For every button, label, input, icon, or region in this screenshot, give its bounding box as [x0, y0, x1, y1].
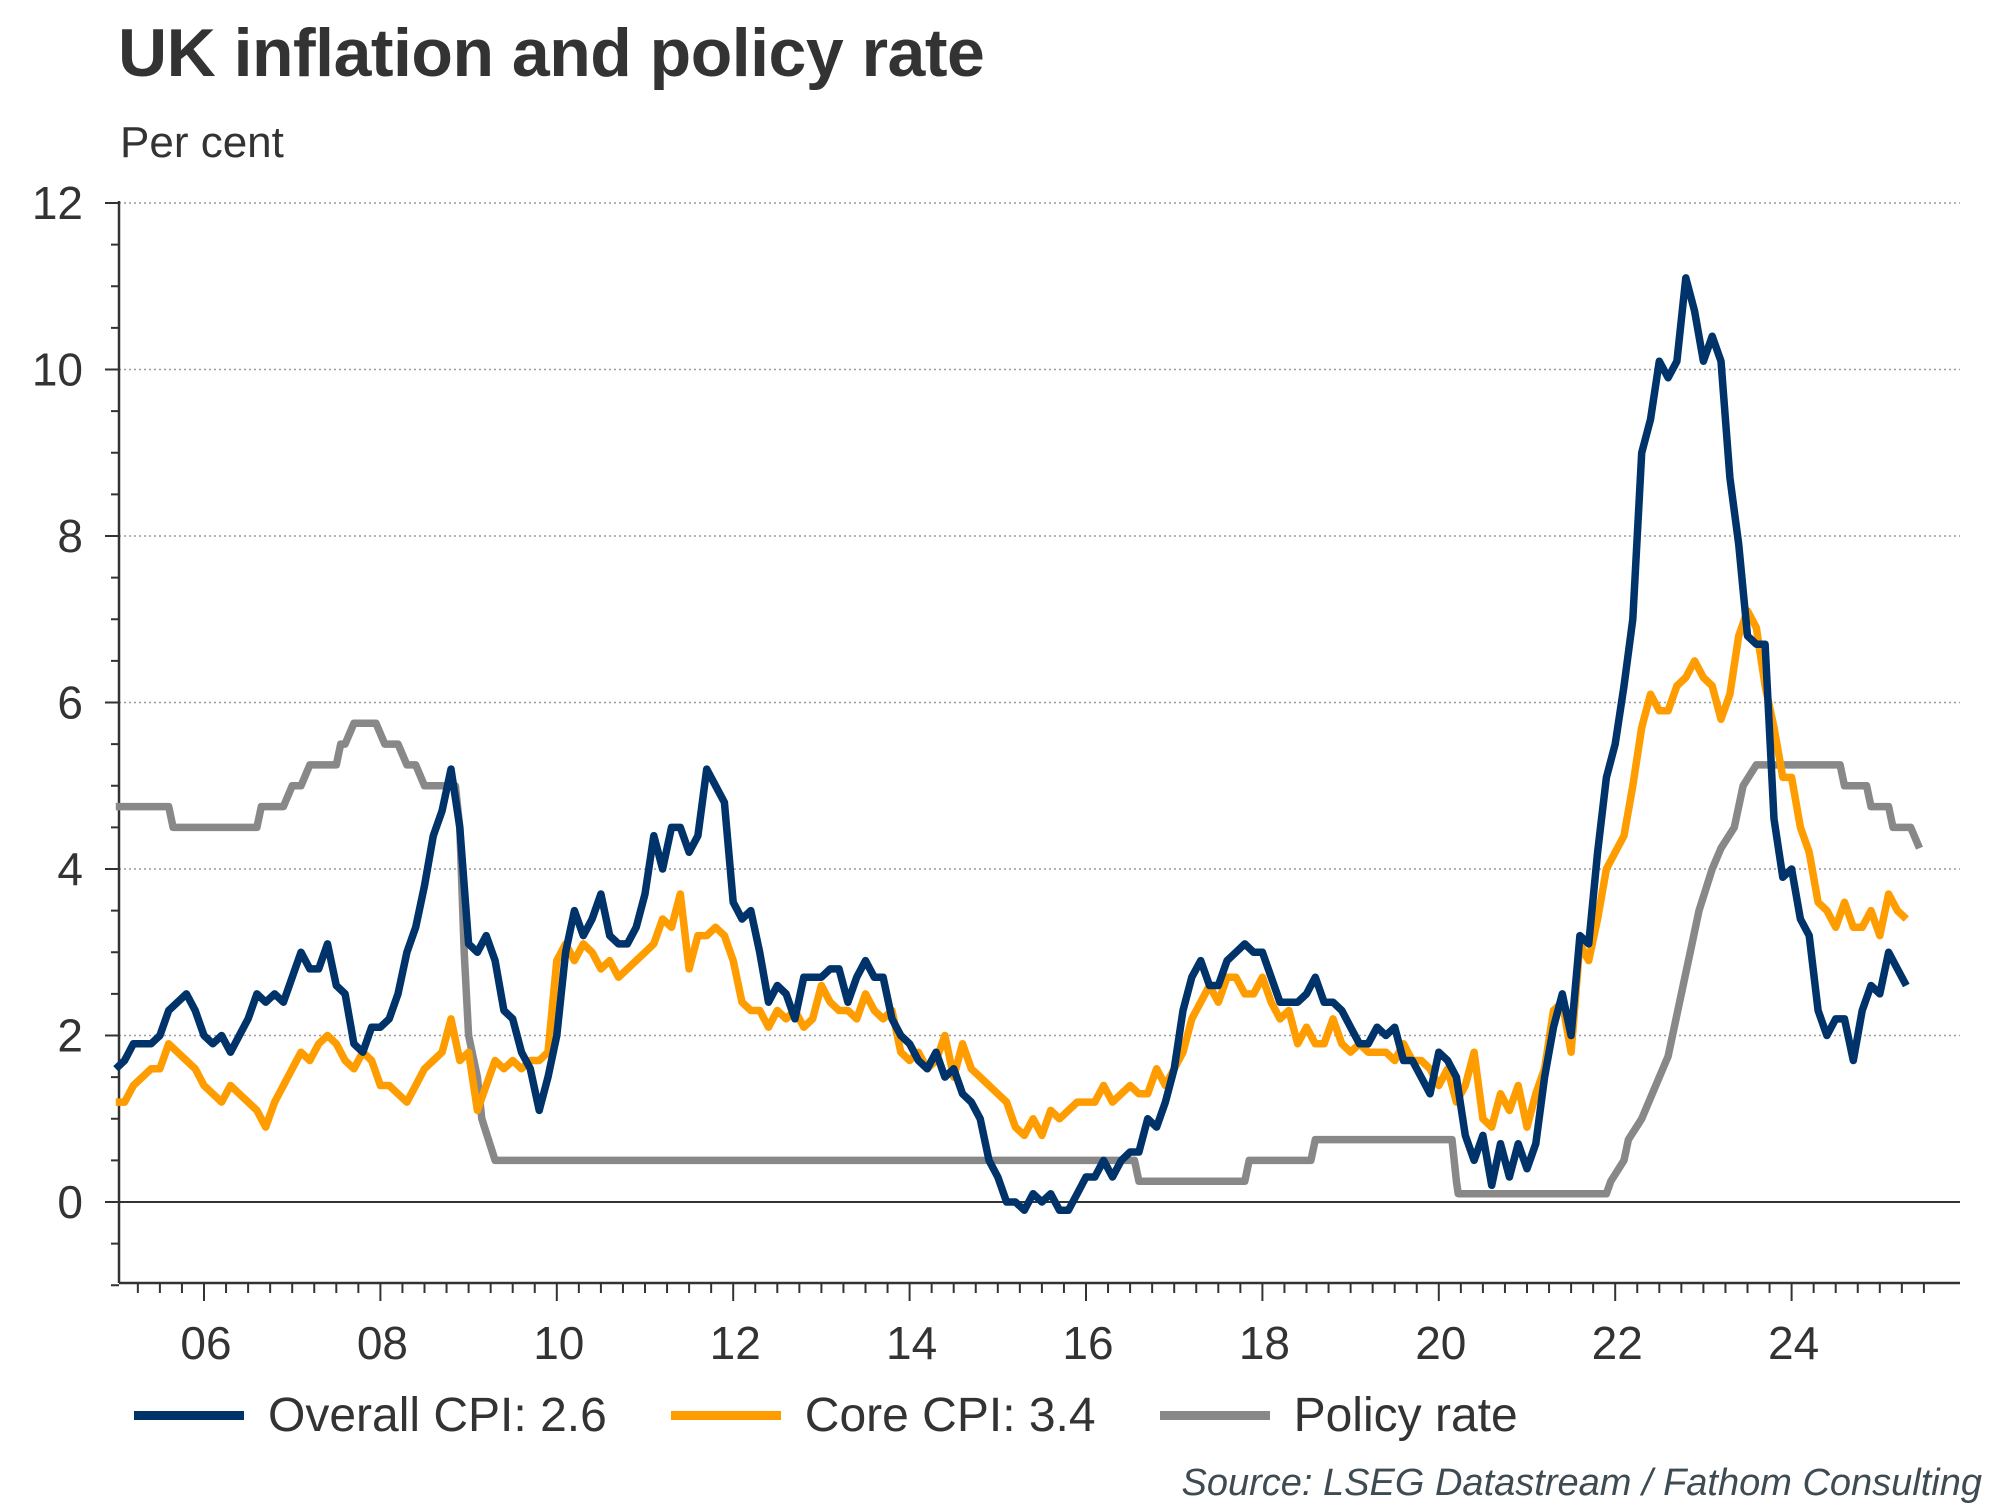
- series-line-overall-cpi: [113, 274, 1910, 1215]
- x-tick-label-14: 14: [886, 1317, 937, 1369]
- y-tick-label-2: 2: [57, 1010, 83, 1062]
- x-tick-labels: 06 08 10 12 14 16 18 20 22 24: [180, 1317, 1819, 1369]
- y-tick-labels: 0 2 4 6 8 10 12: [32, 177, 83, 1228]
- x-tick-label-12: 12: [710, 1317, 761, 1369]
- x-tick-label-20: 20: [1415, 1317, 1466, 1369]
- x-tick-label-24: 24: [1768, 1317, 1819, 1369]
- legend: Overall CPI: 2.6 Core CPI: 3.4 Policy ra…: [134, 1388, 1582, 1443]
- series-line-core-cpi: [115, 607, 1909, 1140]
- legend-item-core-cpi: Core CPI: 3.4: [670, 1388, 1096, 1443]
- y-axis-label: Per cent: [120, 118, 284, 167]
- x-tick-label-06: 06: [180, 1317, 231, 1369]
- legend-label-policy-rate: Policy rate: [1293, 1389, 1518, 1442]
- chart-title: UK inflation and policy rate: [118, 15, 985, 91]
- x-tick-label-22: 22: [1592, 1317, 1643, 1369]
- y-tick-label-10: 10: [32, 344, 83, 396]
- legend-item-overall-cpi: Overall CPI: 2.6: [134, 1388, 607, 1443]
- y-tick-label-12: 12: [32, 177, 83, 229]
- legend-label-overall-cpi: Overall CPI: 2.6: [268, 1389, 607, 1442]
- x-tick-label-16: 16: [1062, 1317, 1113, 1369]
- x-tick-label-18: 18: [1239, 1317, 1290, 1369]
- legend-swatch-policy-rate: [1159, 1411, 1270, 1420]
- axes: [105, 201, 1960, 1301]
- legend-label-core-cpi: Core CPI: 3.4: [804, 1389, 1096, 1442]
- y-tick-label-6: 6: [57, 677, 83, 729]
- legend-item-policy-rate: Policy rate: [1159, 1388, 1518, 1443]
- legend-swatch-overall-cpi: [134, 1411, 244, 1420]
- x-tick-label-10: 10: [533, 1317, 584, 1369]
- y-tick-label-8: 8: [57, 510, 83, 562]
- x-tick-label-08: 08: [357, 1317, 408, 1369]
- series-lines: [113, 274, 1923, 1215]
- series-line-policy-rate: [115, 719, 1923, 1198]
- y-tick-label-0: 0: [57, 1176, 83, 1228]
- y-tick-label-4: 4: [57, 843, 83, 895]
- source-note: Source: LSEG Datastream / Fathom Consult…: [1181, 1462, 1982, 1504]
- legend-swatch-core-cpi: [670, 1411, 781, 1420]
